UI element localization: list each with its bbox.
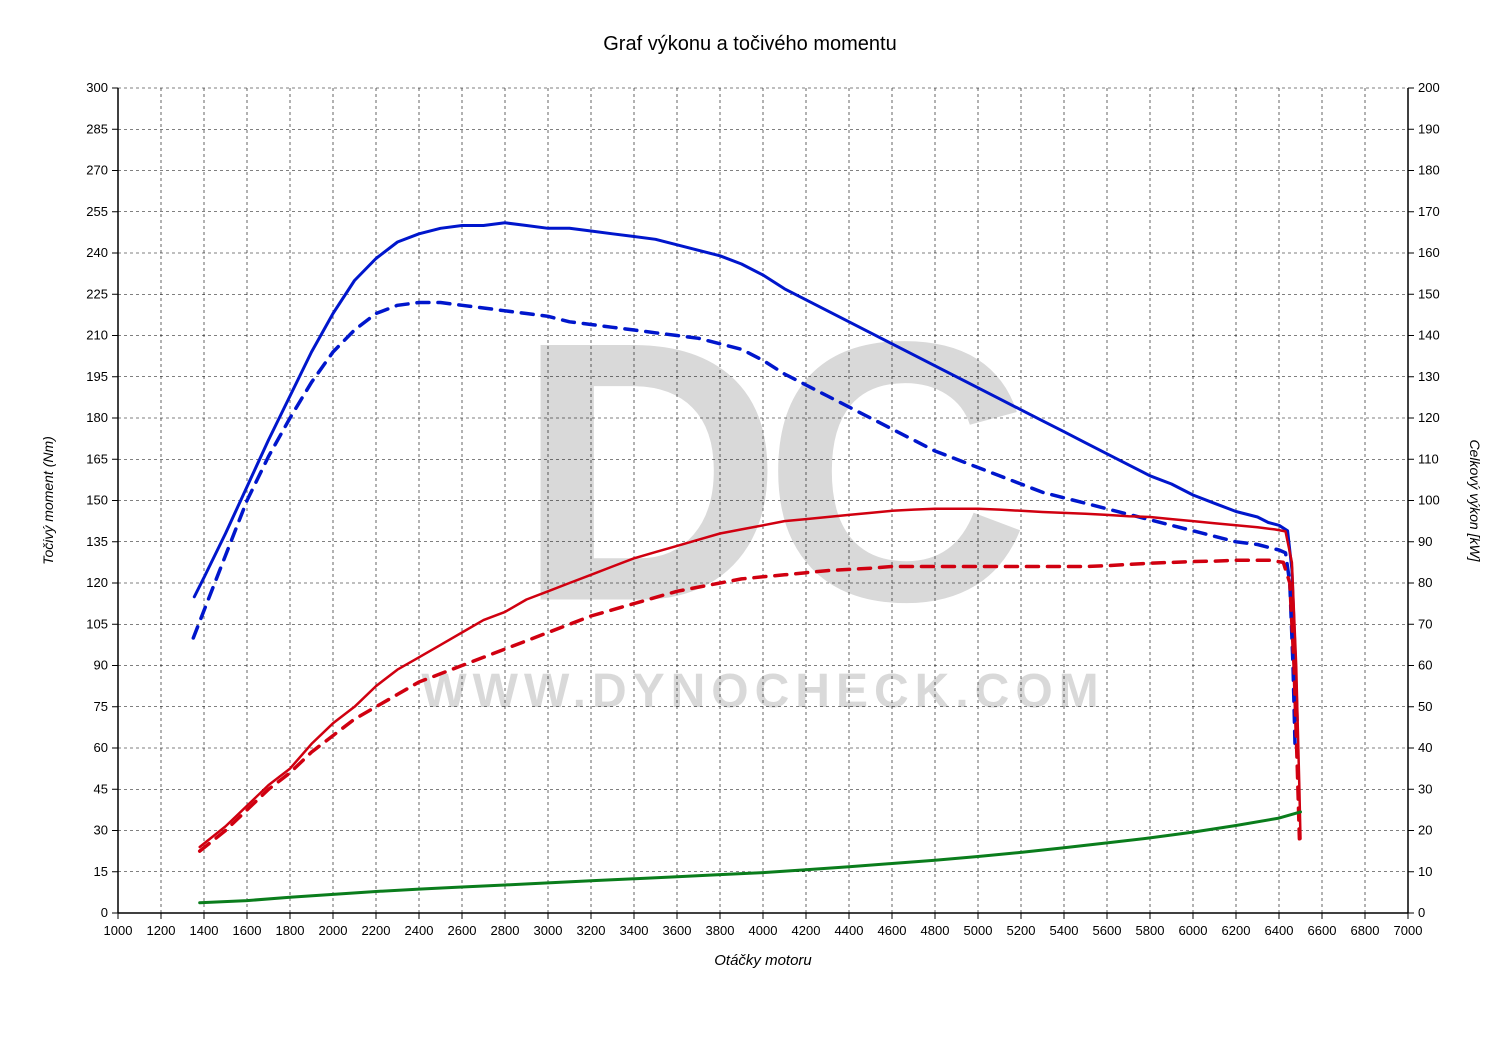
svg-text:270: 270 — [86, 163, 108, 178]
svg-text:150: 150 — [86, 493, 108, 508]
svg-text:100: 100 — [1418, 493, 1440, 508]
svg-text:140: 140 — [1418, 328, 1440, 343]
svg-text:3000: 3000 — [534, 923, 563, 938]
svg-text:1400: 1400 — [190, 923, 219, 938]
svg-text:15: 15 — [94, 864, 108, 879]
svg-text:5000: 5000 — [964, 923, 993, 938]
svg-text:255: 255 — [86, 204, 108, 219]
svg-text:7000: 7000 — [1394, 923, 1423, 938]
svg-text:4600: 4600 — [878, 923, 907, 938]
svg-text:2200: 2200 — [362, 923, 391, 938]
svg-text:30: 30 — [94, 823, 108, 838]
svg-text:3200: 3200 — [577, 923, 606, 938]
svg-text:60: 60 — [94, 740, 108, 755]
svg-text:135: 135 — [86, 534, 108, 549]
svg-text:0: 0 — [101, 905, 108, 920]
svg-text:180: 180 — [86, 410, 108, 425]
svg-text:300: 300 — [86, 80, 108, 95]
svg-text:180: 180 — [1418, 163, 1440, 178]
svg-text:2600: 2600 — [448, 923, 477, 938]
svg-text:110: 110 — [1418, 451, 1439, 466]
svg-text:165: 165 — [86, 451, 108, 466]
svg-text:0: 0 — [1418, 905, 1425, 920]
svg-text:3600: 3600 — [663, 923, 692, 938]
y-left-axis-label: Točivý moment (Nm) — [40, 436, 56, 565]
svg-text:4800: 4800 — [921, 923, 950, 938]
svg-text:90: 90 — [94, 658, 108, 673]
svg-text:20: 20 — [1418, 823, 1432, 838]
svg-text:4200: 4200 — [792, 923, 821, 938]
svg-text:1000: 1000 — [104, 923, 133, 938]
svg-text:225: 225 — [86, 286, 108, 301]
svg-text:90: 90 — [1418, 534, 1432, 549]
svg-text:2400: 2400 — [405, 923, 434, 938]
svg-text:150: 150 — [1418, 286, 1440, 301]
svg-text:285: 285 — [86, 121, 108, 136]
svg-text:120: 120 — [86, 575, 108, 590]
svg-text:5400: 5400 — [1050, 923, 1079, 938]
svg-text:210: 210 — [86, 328, 108, 343]
svg-text:1200: 1200 — [147, 923, 176, 938]
svg-text:3800: 3800 — [706, 923, 735, 938]
svg-text:10: 10 — [1418, 864, 1432, 879]
chart-title: Graf výkonu a točivého momentu — [603, 33, 896, 55]
svg-text:70: 70 — [1418, 616, 1432, 631]
svg-text:200: 200 — [1418, 80, 1440, 95]
svg-text:1800: 1800 — [276, 923, 305, 938]
y-right-axis-label: Celkový výkon [kW] — [1467, 439, 1483, 562]
svg-text:4400: 4400 — [835, 923, 864, 938]
svg-text:30: 30 — [1418, 781, 1432, 796]
svg-text:170: 170 — [1418, 204, 1440, 219]
x-axis-label: Otáčky motoru — [714, 952, 812, 969]
svg-text:130: 130 — [1418, 369, 1440, 384]
svg-text:75: 75 — [94, 699, 108, 714]
svg-text:40: 40 — [1418, 740, 1432, 755]
svg-text:1600: 1600 — [233, 923, 262, 938]
svg-text:195: 195 — [86, 369, 108, 384]
svg-text:80: 80 — [1418, 575, 1432, 590]
svg-text:6800: 6800 — [1351, 923, 1380, 938]
svg-text:3400: 3400 — [620, 923, 649, 938]
svg-text:6400: 6400 — [1265, 923, 1294, 938]
svg-text:105: 105 — [86, 616, 108, 631]
svg-text:45: 45 — [94, 781, 108, 796]
svg-text:5600: 5600 — [1093, 923, 1122, 938]
svg-text:2000: 2000 — [319, 923, 348, 938]
svg-text:240: 240 — [86, 245, 108, 260]
svg-text:120: 120 — [1418, 410, 1440, 425]
svg-text:6000: 6000 — [1179, 923, 1208, 938]
svg-text:160: 160 — [1418, 245, 1440, 260]
svg-text:2800: 2800 — [491, 923, 520, 938]
svg-text:5200: 5200 — [1007, 923, 1036, 938]
svg-text:190: 190 — [1418, 121, 1440, 136]
svg-text:4000: 4000 — [749, 923, 778, 938]
svg-text:50: 50 — [1418, 699, 1432, 714]
svg-text:60: 60 — [1418, 658, 1432, 673]
dyno-chart: DCWWW.DYNOCHECK.COM100012001400160018002… — [0, 0, 1500, 1040]
svg-text:5800: 5800 — [1136, 923, 1165, 938]
svg-text:6600: 6600 — [1308, 923, 1337, 938]
svg-text:6200: 6200 — [1222, 923, 1251, 938]
chart-svg: DCWWW.DYNOCHECK.COM100012001400160018002… — [0, 0, 1500, 1040]
